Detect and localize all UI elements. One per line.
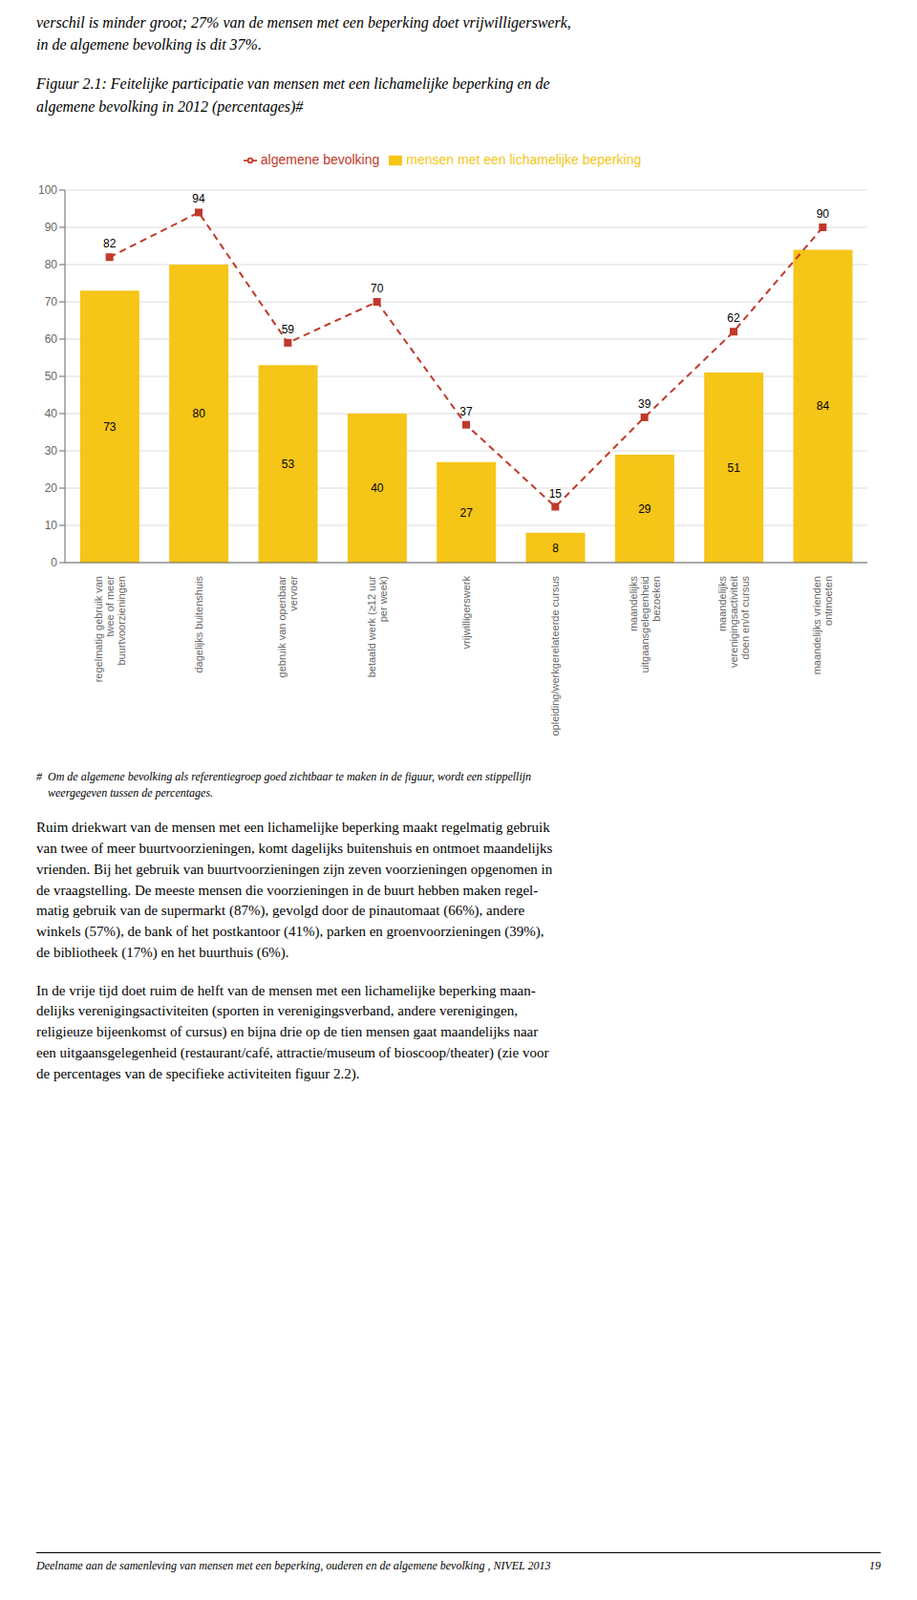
- svg-text:59: 59: [281, 322, 296, 337]
- svg-text:8: 8: [552, 540, 559, 555]
- svg-text:39: 39: [638, 397, 652, 411]
- svg-text:90: 90: [816, 207, 831, 221]
- svg-text:10: 10: [44, 518, 59, 533]
- svg-text:70: 70: [44, 295, 59, 309]
- html-text:algemene bevolking: algemene bevolking: [260, 151, 380, 167]
- svg-text:84: 84: [816, 399, 831, 413]
- html-text:Figuur 2.1: Feitelijke partici: Figuur 2.1: Feitelijke participatie van …: [36, 75, 550, 115]
- html-text:Deelname aan de samenleving va: Deelname aan de samenleving van mensen m…: [36, 1558, 551, 1573]
- svg-text:opleiding/werkgerelateerde cur: opleiding/werkgerelateerde cursus: [549, 575, 561, 736]
- svg-text:gebruik van openbaarvervoer: gebruik van openbaarvervoer: [276, 575, 299, 678]
- html-text:In de vrije tijd doet ruim de: In de vrije tijd doet ruim de helft van …: [36, 982, 549, 1081]
- svg-text:37: 37: [459, 404, 473, 418]
- svg-text:maandelijksverenigingsactivite: maandelijksverenigingsactiviteitdoen en/…: [716, 575, 751, 667]
- svg-text:53: 53: [281, 457, 296, 471]
- svg-text:regelmatig gebruik vantwee of: regelmatig gebruik vantwee of meerbuurtv…: [92, 575, 128, 683]
- svg-text:40: 40: [370, 481, 384, 495]
- svg-text:70: 70: [370, 281, 384, 296]
- svg-text:27: 27: [460, 505, 474, 519]
- svg-text:30: 30: [44, 444, 59, 458]
- html-text:mensen met een lichamelijke be: mensen met een lichamelijke beperking: [406, 151, 642, 167]
- svg-text:90: 90: [44, 220, 59, 235]
- svg-text:maandelijksuitgaansgelegenheid: maandelijksuitgaansgelegenheidbezoeken: [627, 575, 662, 673]
- svg-text:maandelijks vriendenontmoeten: maandelijks vriendenontmoeten: [810, 575, 834, 675]
- html-text:verschil is minder groot; 27%: verschil is minder groot; 27% van de men…: [36, 14, 571, 53]
- svg-text:62: 62: [726, 311, 741, 325]
- svg-text:60: 60: [44, 332, 59, 346]
- svg-text:15: 15: [549, 486, 563, 500]
- svg-text:82: 82: [103, 236, 117, 251]
- html-text:19: 19: [869, 1558, 881, 1573]
- svg-text:94: 94: [191, 191, 206, 206]
- html-text:Ruim driekwart van de mensen m: Ruim driekwart van de mensen met een lic…: [36, 819, 553, 960]
- svg-text:73: 73: [103, 420, 117, 434]
- svg-text:40: 40: [44, 406, 59, 421]
- svg-text:80: 80: [44, 257, 59, 272]
- svg-text:80: 80: [192, 406, 207, 421]
- svg-text:betaald werk (≥12 uurper week): betaald werk (≥12 uurper week): [365, 575, 389, 678]
- svg-text:100: 100: [38, 183, 58, 197]
- svg-text:29: 29: [638, 501, 652, 515]
- svg-text:dagelijks buitenshuis: dagelijks buitenshuis: [192, 575, 205, 673]
- svg-text:vrijwilligerswerk: vrijwilligerswerk: [460, 575, 472, 649]
- svg-text:50: 50: [44, 369, 59, 384]
- svg-text:0: 0: [50, 555, 58, 570]
- svg-text:51: 51: [727, 461, 742, 475]
- html-text:# Om de algemene bevolking als: # Om de algemene bevolking als referenti…: [36, 769, 532, 800]
- svg-text:20: 20: [44, 481, 59, 495]
